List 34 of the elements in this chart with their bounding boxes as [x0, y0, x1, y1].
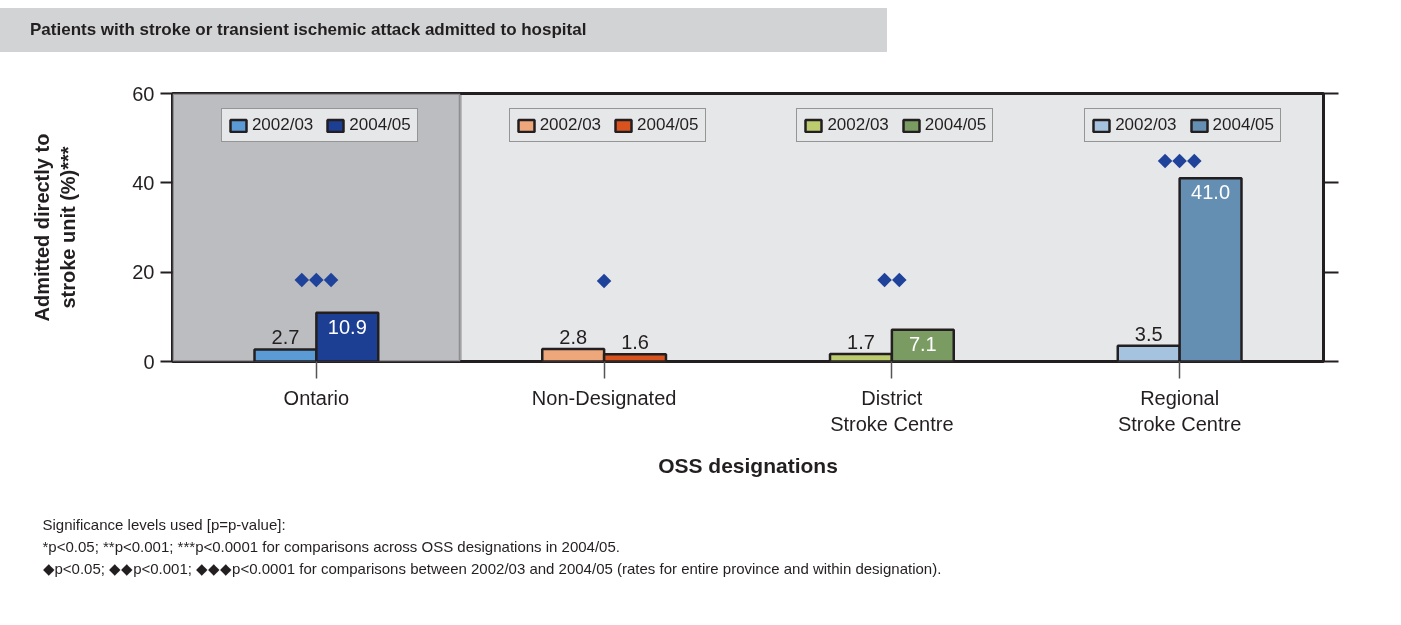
- data-label: 2.7: [271, 326, 300, 349]
- data-label: 2.8: [559, 325, 588, 348]
- text: ◆p<0.05; ◆◆p<0.001; ◆◆◆p<0.0001 for comparisons between 2002/03 and 2004/05 (rates for entire province and within designation).: [42, 560, 942, 577]
- y-tick-label: 40: [132, 171, 155, 194]
- chart-title: Patients with stroke or transient ischemic attack admitted to hospital: [30, 19, 587, 41]
- legend-label: 2004/05: [924, 115, 987, 135]
- text: *p<0.05; **p<0.001; ***p<0.0001 for comparisons across OSS designations in 2004/05.: [42, 538, 620, 555]
- legend-label: 2004/05: [349, 115, 411, 135]
- x-tick-label: Regional Stroke Centre: [1117, 386, 1242, 435]
- y-tick-label: 20: [132, 261, 155, 284]
- annotation: ◆◆: [877, 267, 907, 290]
- annotation: ◆: [596, 267, 612, 290]
- data-label: 7.1: [908, 332, 937, 355]
- legend-label: 2004/05: [1212, 115, 1275, 135]
- annotation: ◆◆◆: [294, 267, 339, 290]
- x-axis-title: OSS designations: [658, 453, 838, 477]
- x-tick-label: Non-Designated: [531, 386, 677, 409]
- data-label: 3.5: [1134, 322, 1163, 345]
- data-label: 10.9: [327, 315, 367, 338]
- legend-label: 2002/03: [827, 115, 889, 135]
- annotation: ◆◆◆: [1157, 148, 1202, 171]
- data-label: 1.7: [847, 330, 875, 353]
- y-tick-label: 60: [132, 82, 155, 105]
- x-tick-label: Ontario: [283, 386, 350, 409]
- legend-label: 2002/03: [539, 115, 602, 135]
- y-axis-title: Admitted directly to stroke unit (%)***: [30, 133, 80, 322]
- y-tick-label: 0: [143, 350, 155, 373]
- text: Significance levels used [p=p-value]:: [42, 516, 286, 533]
- data-label: 41.0: [1191, 181, 1231, 204]
- x-tick-label: District Stroke Centre: [830, 386, 954, 435]
- legend-label: 2002/03: [1115, 115, 1177, 135]
- legend-label: 2004/05: [637, 115, 699, 135]
- legend-label: 2002/03: [251, 115, 314, 135]
- data-label: 1.6: [621, 331, 649, 354]
